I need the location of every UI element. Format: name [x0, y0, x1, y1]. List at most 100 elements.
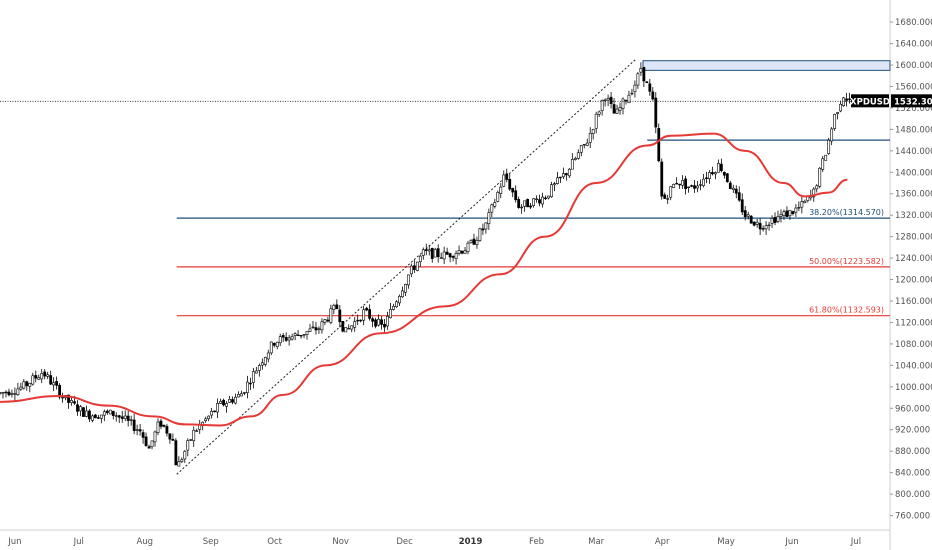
candle-body	[34, 375, 38, 379]
candle-body	[222, 399, 225, 406]
candle-body	[836, 112, 840, 115]
moving-average-line	[0, 132, 848, 427]
candle-body	[311, 326, 315, 329]
candle-body	[389, 309, 392, 319]
candle-body	[737, 192, 741, 201]
candle-body	[705, 177, 708, 179]
candle-body	[746, 214, 750, 217]
candle-body	[693, 185, 696, 189]
candle-body	[284, 337, 288, 341]
candle-body	[716, 162, 720, 173]
candle-body	[520, 206, 524, 209]
candle-body	[788, 209, 792, 217]
candle-body	[296, 334, 300, 336]
candle-body	[681, 180, 685, 186]
candle-body	[210, 411, 214, 416]
candle-body	[457, 250, 461, 254]
candle-body	[266, 352, 270, 360]
candle-body	[120, 416, 124, 419]
candle-body	[395, 301, 398, 308]
candle-body	[675, 182, 679, 185]
candle-body	[93, 414, 97, 419]
candle-body	[272, 343, 276, 346]
candle-body	[91, 415, 94, 421]
x-tick-label: Oct	[267, 537, 282, 547]
candle-body	[779, 214, 783, 217]
candle-body	[848, 98, 851, 100]
candle-body	[541, 196, 544, 205]
candle-body	[719, 163, 723, 172]
x-tick-label: 2019	[459, 537, 483, 547]
candle-body	[749, 215, 753, 224]
candle-body	[460, 250, 464, 254]
candle-body	[368, 309, 372, 319]
candle-body	[37, 377, 41, 380]
candle-body	[82, 407, 85, 417]
candle-body	[365, 307, 369, 311]
candle-body	[743, 210, 747, 218]
candle-body	[430, 247, 434, 259]
y-tick-label: 1120.000	[895, 318, 932, 328]
candle-body	[317, 328, 321, 330]
candle-body	[275, 341, 279, 347]
candle-body	[147, 446, 151, 449]
candle-body	[427, 249, 431, 252]
candle-body	[770, 218, 774, 224]
candle-body	[403, 284, 407, 293]
candle-body	[529, 205, 532, 208]
candle-body	[58, 384, 62, 398]
candle-body	[582, 143, 586, 146]
candle-body	[442, 251, 446, 260]
candle-body	[573, 158, 577, 160]
candle-body	[767, 224, 771, 227]
candle-body	[0, 392, 2, 394]
candle-body	[362, 309, 366, 321]
candle-body	[484, 222, 488, 230]
moving-average-group	[0, 132, 848, 427]
candle-body	[117, 415, 121, 418]
candle-body	[645, 81, 649, 84]
candle-body	[251, 371, 255, 383]
fib-level-label: 50.00%(1223.582)	[809, 257, 884, 266]
candle-body	[70, 400, 73, 403]
candle-body	[711, 172, 714, 175]
candle-body	[731, 187, 735, 190]
candle-body	[189, 439, 193, 441]
candle-body	[165, 426, 169, 434]
candles-group	[0, 62, 851, 467]
candle-body	[359, 319, 363, 322]
candle-body	[213, 410, 217, 413]
candle-body	[553, 183, 556, 186]
candle-body	[821, 158, 825, 170]
candle-body	[111, 410, 115, 416]
candle-body	[481, 228, 485, 231]
y-tick-label: 880.000	[895, 447, 930, 457]
candle-body	[138, 429, 142, 432]
candle-body	[350, 325, 354, 330]
candle-body	[421, 249, 425, 256]
candle-body	[764, 225, 768, 230]
candle-body	[490, 204, 494, 213]
candle-body	[353, 321, 357, 328]
candle-body	[4, 391, 8, 394]
candle-body	[758, 223, 762, 230]
y-tick-label: 1640.000	[895, 40, 932, 50]
candle-body	[663, 194, 667, 199]
candle-body	[246, 381, 249, 393]
candle-body	[401, 290, 404, 298]
candle-body	[514, 190, 518, 201]
resistance-zone-group	[642, 60, 891, 71]
candle-body	[591, 129, 595, 134]
candle-body	[556, 177, 559, 184]
candle-body	[305, 330, 309, 335]
candle-body	[714, 172, 717, 175]
y-tick-label: 1040.000	[895, 361, 932, 371]
candle-body	[627, 94, 631, 104]
candle-body	[207, 415, 211, 419]
candle-body	[102, 411, 106, 416]
candle-body	[639, 68, 643, 73]
candle-body	[293, 333, 297, 336]
candle-body	[344, 327, 348, 333]
candle-body	[186, 440, 190, 451]
